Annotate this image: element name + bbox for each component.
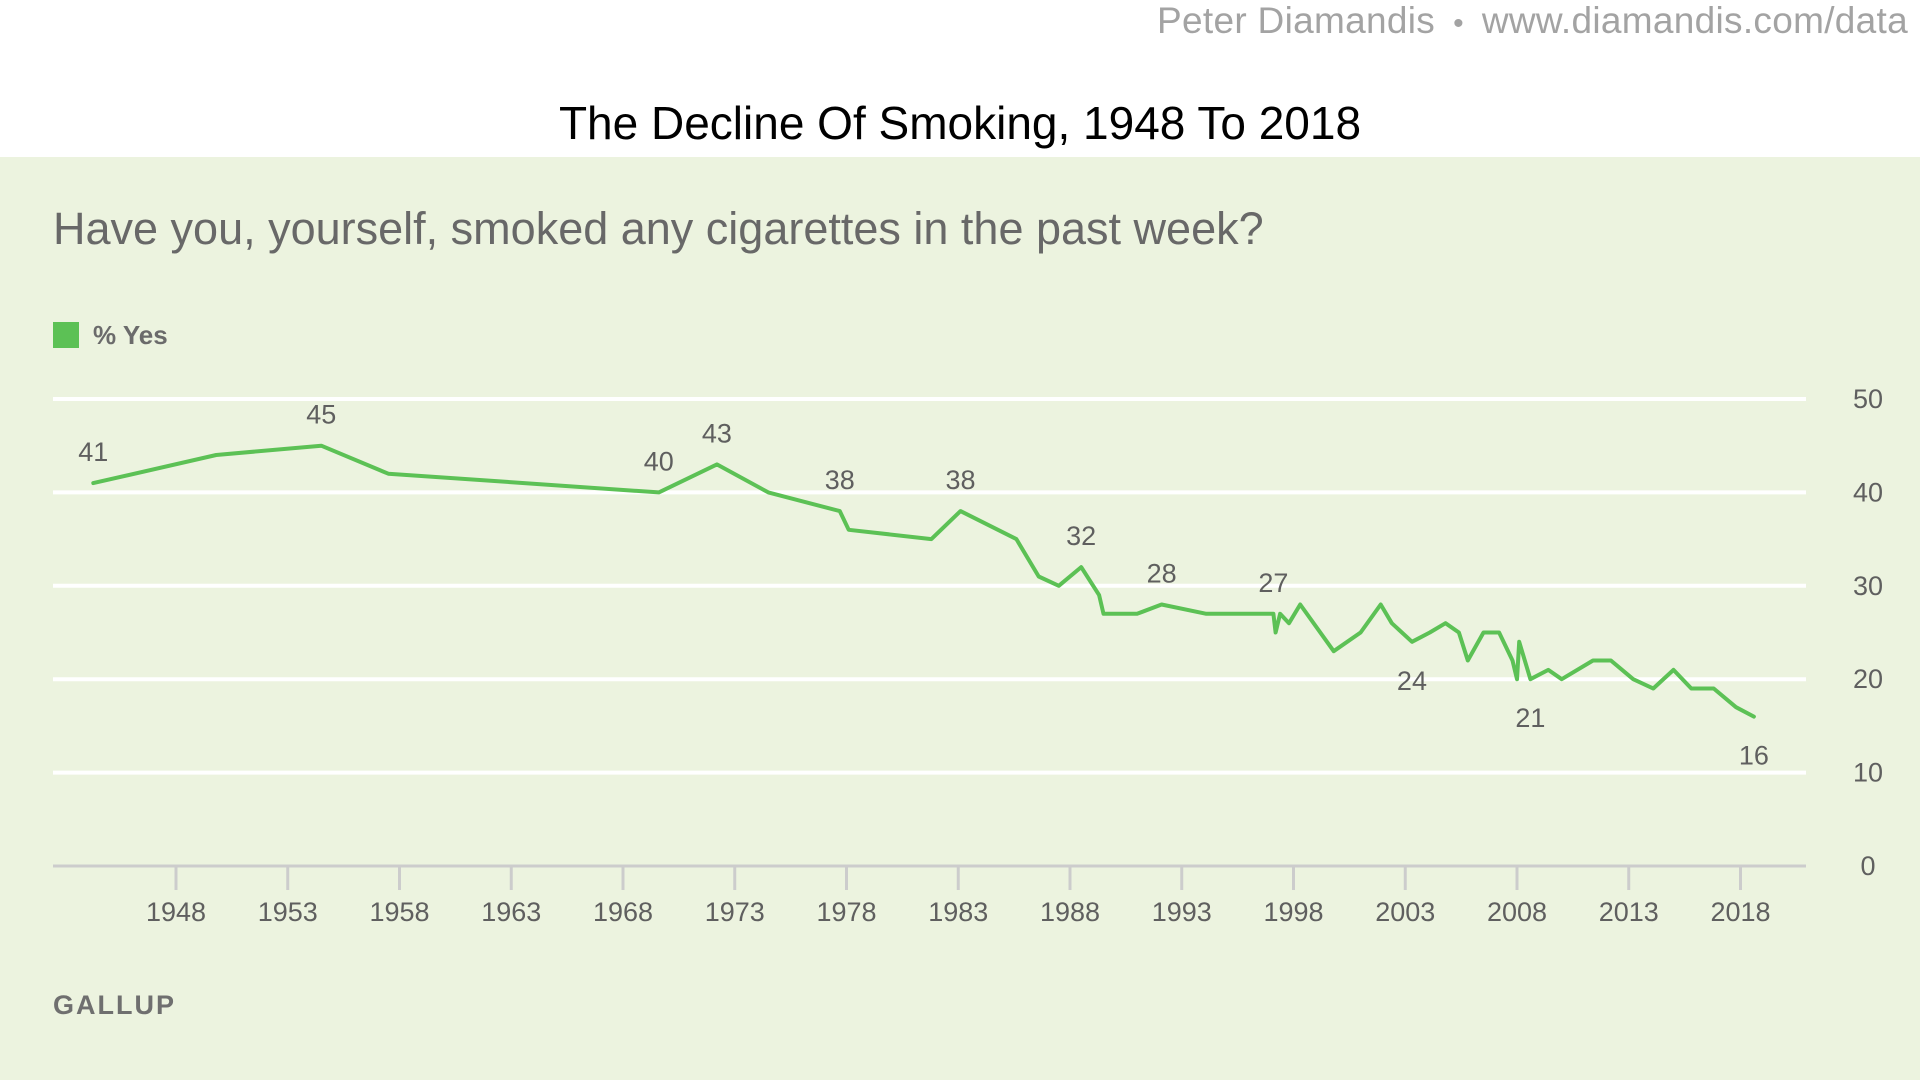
legend-label: % Yes — [93, 319, 168, 350]
y-tick-label: 40 — [1853, 477, 1883, 507]
x-tick-label: 2003 — [1375, 897, 1435, 927]
data-label: 27 — [1258, 568, 1288, 598]
data-label: 38 — [825, 465, 855, 495]
series-line — [91, 443, 1756, 719]
x-tick-label: 1993 — [1152, 897, 1212, 927]
data-label: 28 — [1147, 558, 1177, 588]
x-tick-label: 1958 — [369, 897, 429, 927]
x-tick-label: 1953 — [258, 897, 318, 927]
source-label: GALLUP — [53, 990, 176, 1020]
x-tick-label: 1998 — [1263, 897, 1323, 927]
x-tick-label: 1983 — [928, 897, 988, 927]
data-label: 32 — [1066, 521, 1096, 551]
data-label: 16 — [1739, 741, 1769, 771]
data-label: 38 — [945, 465, 975, 495]
x-tick-label: 1963 — [481, 897, 541, 927]
credit-line: Peter Diamandis • www.diamandis.com/data — [1157, 0, 1908, 42]
x-tick-label: 2008 — [1487, 897, 1547, 927]
y-tick-label: 50 — [1853, 384, 1883, 414]
page-title: The Decline Of Smoking, 1948 To 2018 — [558, 97, 1362, 149]
chart-title: Have you, yourself, smoked any cigarette… — [53, 203, 1264, 254]
x-tick-label: 1973 — [705, 897, 765, 927]
x-tick-label: 1988 — [1040, 897, 1100, 927]
data-label: 24 — [1397, 666, 1427, 696]
credit-url: www.diamandis.com/data — [1481, 0, 1908, 41]
chart-panel — [0, 157, 1920, 1080]
y-tick-label: 30 — [1853, 571, 1883, 601]
x-tick-label: 1968 — [593, 897, 653, 927]
y-tick-label: 10 — [1853, 758, 1883, 788]
x-tick-label: 2018 — [1710, 897, 1770, 927]
x-tick-label: 1978 — [816, 897, 876, 927]
x-tick-label: 1948 — [146, 897, 206, 927]
legend: % Yes — [53, 320, 168, 350]
data-label: 21 — [1515, 703, 1545, 733]
y-tick-label: 0 — [1860, 851, 1875, 881]
y-tick-label: 20 — [1853, 664, 1883, 694]
legend-swatch — [53, 322, 79, 348]
x-tick-label: 2013 — [1599, 897, 1659, 927]
credit-name: Peter Diamandis — [1157, 0, 1436, 41]
data-label: 43 — [702, 418, 732, 448]
data-label: 40 — [644, 446, 674, 476]
data-label: 41 — [78, 437, 108, 467]
data-label: 45 — [306, 400, 336, 430]
credit-separator: • — [1453, 7, 1464, 40]
